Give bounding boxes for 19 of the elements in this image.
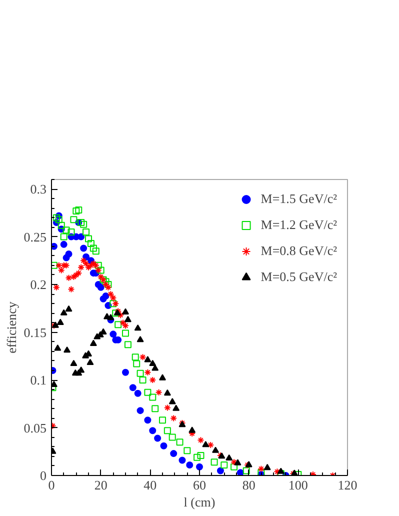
y-tick-label: 0 [40, 468, 46, 483]
x-tick-label: 20 [94, 478, 108, 492]
x-tick-label: 60 [193, 478, 206, 492]
x-tick-label: 80 [242, 478, 256, 492]
x-tick-label: 100 [288, 478, 308, 492]
y-tick-label: 0.1 [30, 372, 46, 388]
y-tick-label: 0.25 [24, 229, 46, 244]
y-axis-title: efficiency [4, 301, 19, 354]
y-tick-label: 0.15 [24, 324, 46, 340]
x-tick-label: 40 [144, 478, 157, 492]
legend-label: M=1.5 GeV/c² [260, 191, 337, 207]
x-axis-title: l (cm) [184, 494, 216, 510]
legend-label: M=0.5 GeV/c² [260, 269, 337, 285]
y-tick-label: 0.05 [24, 420, 46, 436]
x-tick-label: 120 [338, 478, 358, 492]
legend-label: M=0.8 GeV/c² [260, 243, 337, 259]
legend-label: M=1.2 GeV/c² [260, 217, 337, 233]
y-tick-label: 0.2 [30, 277, 46, 292]
y-tick-label: 0.3 [30, 182, 46, 197]
